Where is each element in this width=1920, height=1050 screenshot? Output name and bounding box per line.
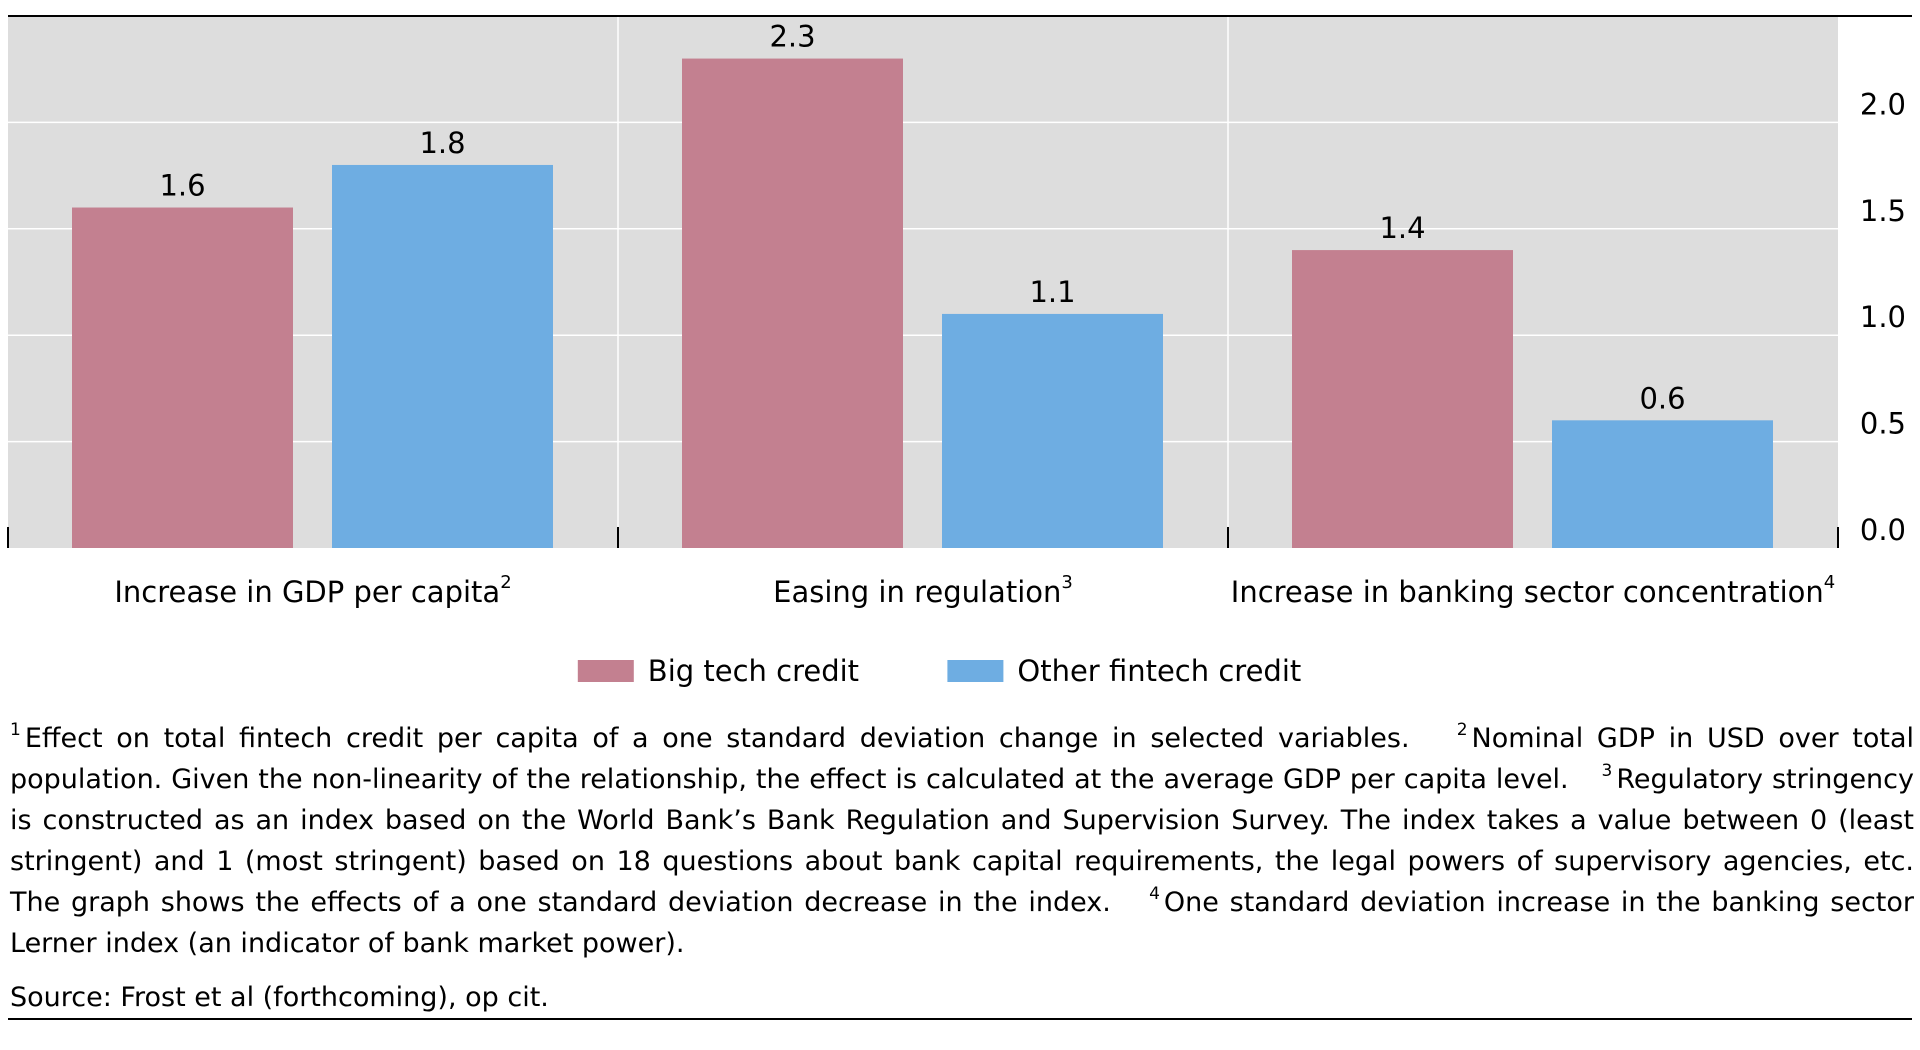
- bar: [1552, 420, 1773, 548]
- y-tick-label: 1.0: [1860, 300, 1906, 334]
- legend-swatch: [577, 660, 634, 682]
- axes: 0.0 0.5 1.0 1.5 2.0 Increase in GDP per capit…: [7, 87, 1906, 609]
- bar-value-label: 0.6: [1639, 381, 1685, 415]
- bars: 1.6 1.8 2.3 1.1 1.4 0.6: [72, 20, 1773, 549]
- source-note: Source: Frost et al (forthcoming), op ci…: [10, 982, 549, 1013]
- bar-chart: 1.6 1.8 2.3 1.1 1.4 0.6 0.0 0.5 1.0 1.5 2.0 Increa…: [7, 15, 1912, 688]
- legend-label: Other fintech credit: [1017, 654, 1301, 688]
- y-tick-label: 2.0: [1860, 87, 1906, 121]
- category-label: Increase in GDP per capita2: [114, 572, 511, 609]
- bar-value-label: 2.3: [769, 20, 815, 54]
- footnote-3-number: 3: [1601, 761, 1613, 781]
- bar-value-label: 1.6: [159, 169, 205, 203]
- footnote-2-text: Nominal GDP in USD over total population…: [10, 723, 1914, 795]
- bar: [72, 207, 293, 548]
- legend-swatch: [947, 660, 1004, 682]
- y-tick-label: 1.5: [1860, 194, 1906, 228]
- bar: [332, 164, 553, 548]
- footnote-4-text: One standard deviation increase in the b…: [10, 887, 1915, 959]
- category-label: Increase in banking sector concentration…: [1231, 572, 1835, 609]
- y-tick-label: 0.5: [1860, 407, 1906, 441]
- legend: Big tech credit Other fintech credit: [577, 654, 1301, 688]
- bar: [682, 58, 903, 549]
- footnote-1-number: 1: [10, 720, 21, 740]
- footnote-1-text: Effect on total fintech credit per capit…: [24, 723, 1410, 754]
- bar-value-label: 1.1: [1029, 275, 1075, 309]
- footnote-2-number: 2: [1456, 720, 1468, 740]
- footnote-3-text: Regulatory stringency is constructed as …: [10, 764, 1914, 918]
- bar: [1292, 250, 1513, 548]
- bar: [942, 313, 1163, 548]
- footnotes: 1 Effect on total fintech credit per capi…: [10, 718, 1914, 964]
- bar-value-label: 1.4: [1379, 211, 1425, 245]
- legend-label: Big tech credit: [648, 654, 859, 688]
- bar-value-label: 1.8: [419, 126, 465, 160]
- y-tick-label: 0.0: [1860, 513, 1906, 547]
- chart-plot-background: [8, 16, 1838, 548]
- footnote-4-number: 4: [1149, 884, 1160, 904]
- bottom-rule: [8, 1018, 1912, 1020]
- category-label: Easing in regulation3: [773, 572, 1073, 609]
- gridlines: [8, 16, 1838, 548]
